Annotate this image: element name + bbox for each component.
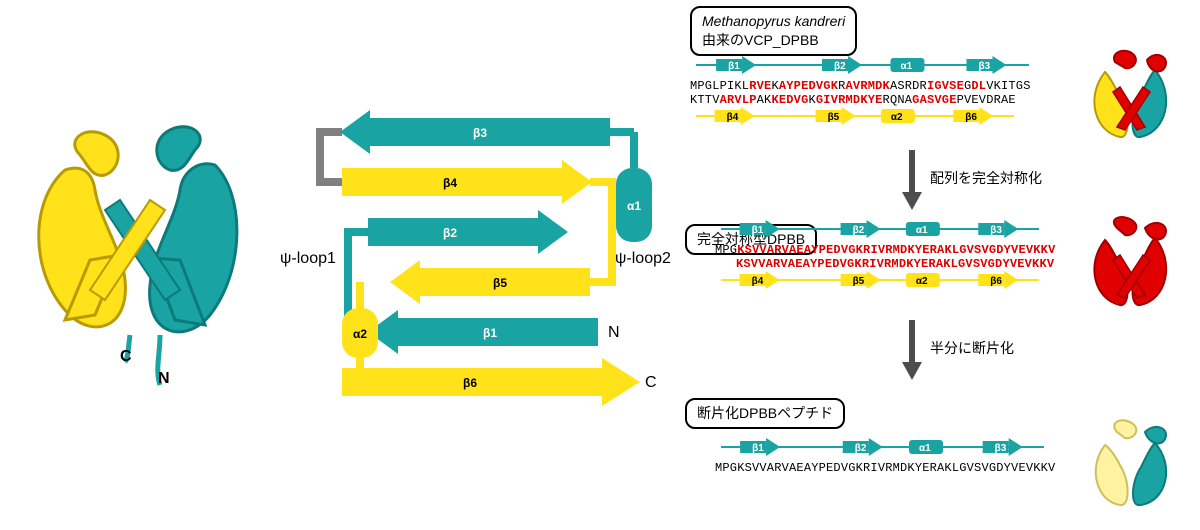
- svg-text:β3: β3: [473, 126, 487, 140]
- terminal-n: N: [158, 370, 170, 388]
- psi-loop2-label: ψ-loop2: [615, 250, 671, 268]
- seq-block2: β1 β2 α1 β3 MPGKSVVARVAEAYPEDVGKRIVRMDKYERA…: [715, 220, 1070, 294]
- svg-text:β5: β5: [828, 112, 840, 123]
- ribbon-cartoon-1: [1075, 42, 1185, 152]
- ss-track-block1-top: β1 β2 α1 β3: [690, 56, 1045, 74]
- seq-block2-line1: MPGKSVVARVAEAYPEDVGKRIVRMDKYERAKLGVSVGDY…: [715, 243, 1070, 257]
- topology-diagram: β3 β4 β2 β5 β1 β6: [290, 60, 660, 420]
- ribbon-cartoon-main: [10, 110, 260, 390]
- step2-label: 半分に断片化: [930, 338, 1014, 358]
- ribbon-cartoon-3: [1075, 410, 1185, 520]
- seq-block1-line2: KTTVARVLPAKKEDVGKGIVRMDKYERQNAGASVGEPVEV…: [690, 93, 1060, 107]
- ss-track-block2-top: β1 β2 α1 β3: [715, 220, 1055, 238]
- svg-text:β2: β2: [443, 226, 457, 240]
- topology-terminal-c: C: [645, 374, 657, 392]
- svg-text:β1: β1: [752, 225, 764, 236]
- svg-text:α2: α2: [353, 327, 367, 341]
- svg-text:β6: β6: [463, 376, 477, 390]
- box1-line2: 由来のVCP_DPBB: [702, 32, 819, 48]
- svg-text:β2: β2: [855, 443, 867, 454]
- ribbon-cartoon-2: [1075, 210, 1185, 320]
- svg-text:β4: β4: [752, 276, 764, 287]
- svg-text:β3: β3: [995, 443, 1007, 454]
- ss-track-block1-bottom: β4 β5 α2 β6: [690, 107, 1045, 125]
- svg-text:β3: β3: [990, 225, 1002, 236]
- box1-line1: Methanopyrus kandreri: [702, 13, 845, 29]
- svg-text:α1: α1: [919, 443, 931, 454]
- svg-text:β5: β5: [493, 276, 507, 290]
- svg-text:α1: α1: [900, 61, 912, 72]
- svg-text:β4: β4: [443, 176, 457, 190]
- seq-block1: β1 β2 α1 β3 MPGLPIKLRVEKAYPEDVGKRAVRMDKASRD…: [690, 56, 1060, 130]
- svg-text:β6: β6: [990, 276, 1002, 287]
- seq-block3-line: MPGKSVVARVAEAYPEDVGKRIVRMDKYERAKLGVSVGDY…: [715, 461, 1075, 475]
- box-fragment: 断片化DPBBペプチド: [685, 398, 845, 429]
- flow-arrow-2: [900, 320, 924, 380]
- svg-text:β5: β5: [853, 276, 865, 287]
- terminal-c: C: [120, 348, 132, 366]
- svg-text:α1: α1: [916, 225, 928, 236]
- ss-track-block2-bottom: β4 β5 α2 β6: [715, 271, 1055, 289]
- svg-text:β6: β6: [965, 112, 977, 123]
- seq-block2-line2: KSVVARVAEAYPEDVGKRIVRMDKYERAKLGVSVGDYVEV…: [715, 257, 1070, 271]
- svg-text:α2: α2: [916, 276, 928, 287]
- svg-text:β2: β2: [853, 225, 865, 236]
- svg-text:α2: α2: [891, 112, 903, 123]
- svg-text:α1: α1: [627, 199, 641, 213]
- seq-block1-line1: MPGLPIKLRVEKAYPEDVGKRAVRMDKASRDRIGVSEGDL…: [690, 79, 1060, 93]
- topology-terminal-n: N: [608, 324, 620, 342]
- psi-loop1-label: ψ-loop1: [280, 250, 336, 268]
- svg-text:β1: β1: [728, 61, 740, 72]
- ss-track-block3-top: β1 β2 α1 β3: [715, 438, 1060, 456]
- svg-text:β4: β4: [727, 112, 739, 123]
- flow-arrow-1: [900, 150, 924, 210]
- seq-block3: β1 β2 α1 β3 MPGKSVVARVAEAYPEDVGKRIVRMDKYERA…: [715, 438, 1075, 475]
- svg-text:β1: β1: [483, 326, 497, 340]
- svg-text:β1: β1: [752, 443, 764, 454]
- box-methanopyrus: Methanopyrus kandreri 由来のVCP_DPBB: [690, 6, 857, 56]
- svg-text:β3: β3: [978, 61, 990, 72]
- svg-text:β2: β2: [834, 61, 846, 72]
- step1-label: 配列を完全対称化: [930, 168, 1042, 188]
